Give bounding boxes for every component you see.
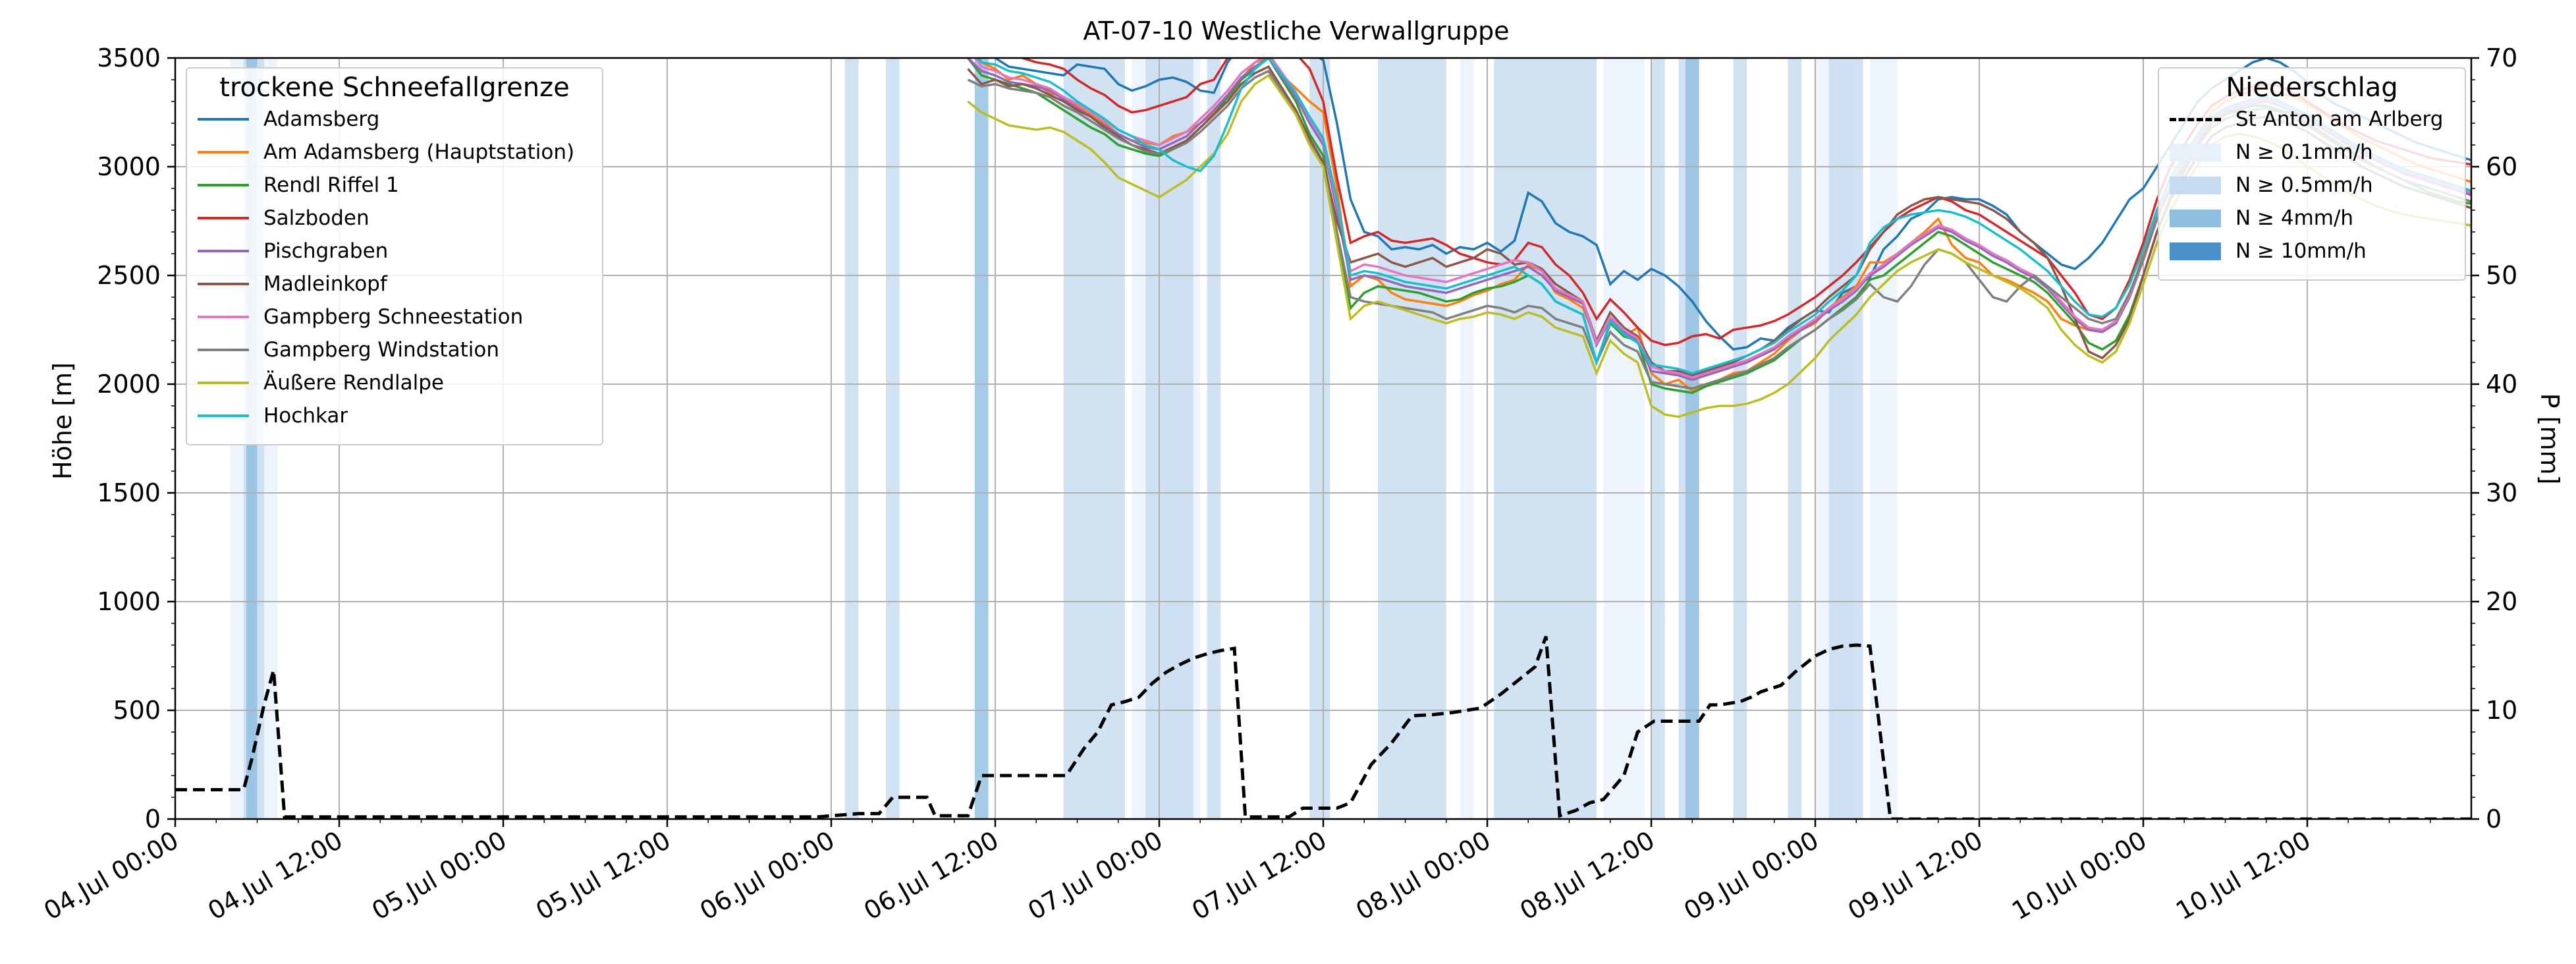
legend-label: St Anton am Arlberg — [2235, 107, 2444, 131]
y-tick-label-left: 1000 — [97, 587, 161, 616]
legend-label: Hochkar — [263, 404, 348, 428]
precip-band — [1494, 58, 1597, 819]
x-tick-label: 04.Jul 12:00 — [203, 826, 347, 926]
legend-swatch — [198, 414, 249, 417]
precip-band — [974, 58, 989, 819]
precip-band — [1685, 58, 1699, 819]
legend-label: Rendl Riffel 1 — [263, 173, 399, 197]
y-tick-label-right: 40 — [2486, 370, 2517, 399]
legend-swatch — [198, 382, 249, 384]
legend-swatch — [198, 283, 249, 285]
legend-precipitation-title: Niederschlag — [2226, 72, 2398, 103]
legend-label: Madleinkopf — [263, 272, 387, 296]
precip-band — [1603, 58, 1645, 819]
y-tick-label-right: 60 — [2486, 152, 2517, 181]
x-tick-label: 06.Jul 00:00 — [695, 826, 839, 926]
precip-band — [886, 58, 900, 819]
legend-snowline-entry: Äußere Rendlalpe — [187, 366, 602, 399]
y-tick-label-right: 70 — [2486, 43, 2517, 72]
legend-label: Pischgraben — [263, 239, 389, 263]
y-tick-label-left: 500 — [113, 696, 161, 725]
precip-band — [1733, 58, 1747, 819]
y-tick-label-right: 30 — [2486, 478, 2517, 507]
legend-label: Gampberg Windstation — [263, 338, 499, 362]
x-tick-label: 10.Jul 12:00 — [2171, 826, 2315, 926]
legend-swatch — [2170, 117, 2221, 121]
legend-label: Am Adamsberg (Hauptstation) — [263, 140, 575, 164]
precip-band — [1870, 58, 1898, 819]
x-tick-label: 09.Jul 12:00 — [1843, 826, 1987, 926]
y-tick-label-left: 3500 — [97, 43, 161, 72]
legend-snowline-entry: Rendl Riffel 1 — [187, 169, 602, 202]
legend-snowline-entry: Salzboden — [187, 202, 602, 235]
legend-snowline-entry: Am Adamsberg (Hauptstation) — [187, 136, 602, 169]
y-tick-label-right: 10 — [2486, 696, 2517, 725]
precip-band — [1460, 58, 1474, 819]
precip-band — [1828, 58, 1863, 819]
legend-precipitation-entry: St Anton am Arlberg — [2159, 103, 2465, 136]
legend-label: N ≥ 10mm/h — [2235, 239, 2367, 263]
y-axis-right-label: P [mm] — [2535, 393, 2564, 485]
legend-swatch — [198, 184, 249, 186]
legend-swatch — [2170, 143, 2221, 161]
y-tick-label-left: 1500 — [97, 478, 161, 507]
y-tick-label-right: 50 — [2486, 261, 2517, 290]
precip-band — [1207, 58, 1221, 819]
legend-snowline-entry: Pischgraben — [187, 235, 602, 268]
x-tick-label: 08.Jul 12:00 — [1515, 826, 1659, 926]
legend-precipitation: Niederschlag St Anton am Arlberg N ≥ 0.1m… — [2158, 67, 2466, 281]
legend-precipitation-entry: N ≥ 4mm/h — [2159, 202, 2465, 235]
x-tick-label: 06.Jul 12:00 — [859, 826, 1003, 926]
legend-swatch — [198, 118, 249, 121]
legend-label: Gampberg Schneestation — [263, 305, 524, 329]
y-tick-label-right: 0 — [2486, 805, 2502, 834]
precip-band — [1651, 58, 1665, 819]
legend-swatch — [198, 250, 249, 252]
legend-label: N ≥ 0.1mm/h — [2235, 140, 2373, 164]
legend-swatch — [2170, 209, 2221, 227]
chart-title: AT-07-10 Westliche Verwallgruppe — [1083, 16, 1510, 45]
x-tick-label: 07.Jul 00:00 — [1023, 826, 1167, 926]
x-tick-label: 05.Jul 00:00 — [367, 826, 511, 926]
precip-band — [1788, 58, 1802, 819]
legend-precipitation-entry: N ≥ 10mm/h — [2159, 235, 2465, 268]
legend-swatch — [198, 316, 249, 318]
legend-snowline-title: trockene Schneefallgrenze — [219, 72, 570, 103]
legend-swatch — [198, 349, 249, 351]
legend-label: N ≥ 4mm/h — [2235, 206, 2354, 230]
legend-precipitation-entry: N ≥ 0.1mm/h — [2159, 136, 2465, 169]
y-tick-label-left: 3000 — [97, 152, 161, 181]
legend-swatch — [2170, 176, 2221, 194]
x-tick-label: 05.Jul 12:00 — [531, 826, 675, 926]
legend-snowline: trockene Schneefallgrenze Adamsberg Am Ad… — [186, 67, 603, 445]
legend-label: Adamsberg — [263, 107, 380, 131]
legend-snowline-entry: Adamsberg — [187, 103, 602, 136]
x-tick-label: 07.Jul 12:00 — [1187, 826, 1331, 926]
legend-label: N ≥ 0.5mm/h — [2235, 173, 2373, 197]
legend-label: Äußere Rendlalpe — [263, 371, 444, 395]
legend-snowline-entry: Madleinkopf — [187, 268, 602, 300]
legend-swatch — [2170, 242, 2221, 260]
x-tick-label: 04.Jul 00:00 — [39, 826, 183, 926]
y-tick-label-right: 20 — [2486, 587, 2517, 616]
precip-line — [175, 635, 2471, 819]
y-tick-label-left: 2000 — [97, 370, 161, 399]
precip-band — [1063, 58, 1126, 819]
x-tick-label: 10.Jul 00:00 — [2007, 826, 2151, 926]
legend-precipitation-entry: N ≥ 0.5mm/h — [2159, 169, 2465, 202]
y-tick-label-left: 0 — [145, 805, 161, 834]
x-tick-label: 09.Jul 00:00 — [1679, 826, 1823, 926]
legend-label: Salzboden — [263, 206, 370, 230]
precip-band — [844, 58, 859, 819]
y-tick-label-left: 2500 — [97, 261, 161, 290]
precip-band — [1145, 58, 1193, 819]
legend-swatch — [198, 151, 249, 154]
legend-snowline-entry: Gampberg Schneestation — [187, 300, 602, 333]
legend-swatch — [198, 217, 249, 219]
legend-snowline-entry: Hochkar — [187, 399, 602, 432]
legend-snowline-entry: Gampberg Windstation — [187, 333, 602, 366]
x-tick-label: 08.Jul 00:00 — [1351, 826, 1495, 926]
precip-band — [1378, 58, 1446, 819]
y-axis-left-label: Höhe [m] — [48, 362, 77, 480]
